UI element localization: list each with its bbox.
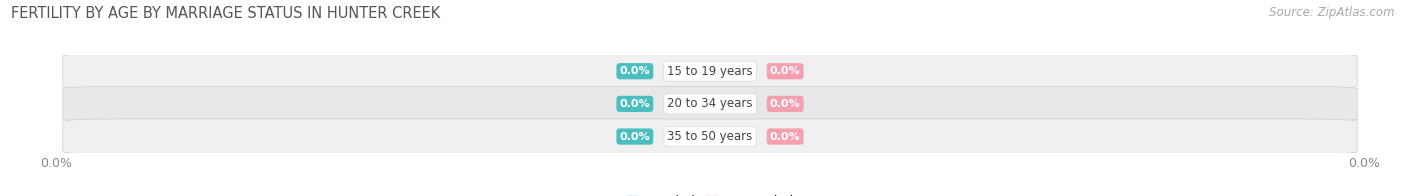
- Text: Source: ZipAtlas.com: Source: ZipAtlas.com: [1270, 6, 1395, 19]
- Text: 15 to 19 years: 15 to 19 years: [668, 65, 752, 78]
- FancyBboxPatch shape: [63, 54, 1357, 89]
- Text: 0.0%: 0.0%: [620, 66, 650, 76]
- Text: 0.0%: 0.0%: [770, 66, 800, 76]
- Text: 0.0%: 0.0%: [620, 99, 650, 109]
- Legend: Married, Unmarried: Married, Unmarried: [620, 190, 800, 196]
- Text: 35 to 50 years: 35 to 50 years: [668, 130, 752, 143]
- Text: 0.0%: 0.0%: [620, 132, 650, 142]
- Text: 0.0%: 0.0%: [770, 99, 800, 109]
- Text: FERTILITY BY AGE BY MARRIAGE STATUS IN HUNTER CREEK: FERTILITY BY AGE BY MARRIAGE STATUS IN H…: [11, 6, 440, 21]
- Text: 0.0%: 0.0%: [770, 132, 800, 142]
- Text: 20 to 34 years: 20 to 34 years: [668, 97, 752, 110]
- FancyBboxPatch shape: [63, 119, 1357, 154]
- FancyBboxPatch shape: [63, 86, 1357, 121]
